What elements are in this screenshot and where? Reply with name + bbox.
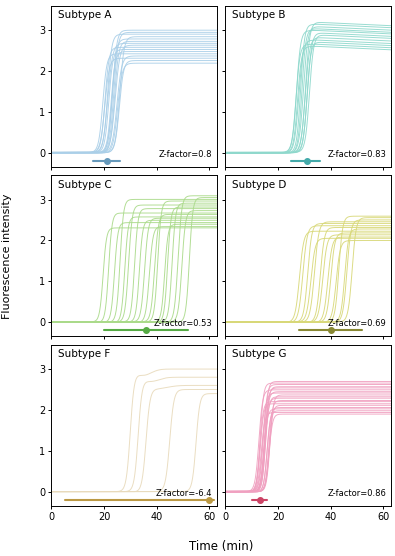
Text: Z-factor=0.86: Z-factor=0.86 — [327, 489, 386, 498]
Text: Subtype A: Subtype A — [58, 11, 111, 21]
Text: Subtype D: Subtype D — [232, 180, 286, 190]
Text: Subtype G: Subtype G — [232, 349, 286, 359]
Text: Z-factor=0.69: Z-factor=0.69 — [327, 319, 386, 329]
Text: Subtype C: Subtype C — [58, 180, 112, 190]
Text: Subtype B: Subtype B — [232, 11, 286, 21]
Text: Subtype F: Subtype F — [58, 349, 110, 359]
Text: Time (min): Time (min) — [189, 540, 253, 553]
Text: Z-factor=0.53: Z-factor=0.53 — [153, 319, 212, 329]
Text: Z-factor=0.83: Z-factor=0.83 — [327, 150, 386, 159]
Text: Z-factor=-6.4: Z-factor=-6.4 — [156, 489, 212, 498]
Text: Z-factor=0.8: Z-factor=0.8 — [158, 150, 212, 159]
Text: Fluorescence intensity: Fluorescence intensity — [2, 193, 12, 319]
